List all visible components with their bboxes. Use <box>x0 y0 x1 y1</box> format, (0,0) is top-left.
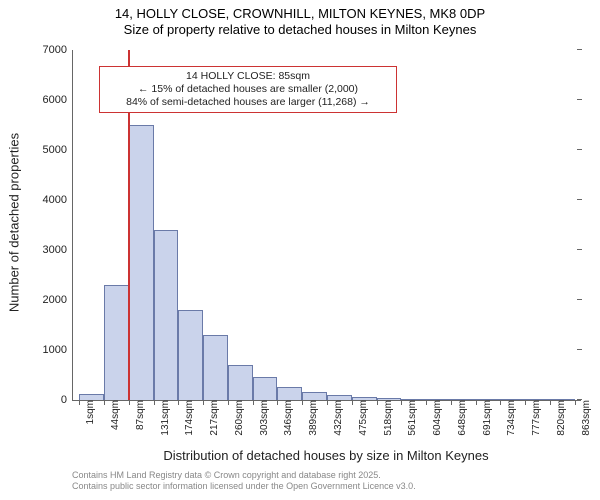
footnote: Contains HM Land Registry data © Crown c… <box>72 470 416 492</box>
x-tick-mark <box>377 400 378 405</box>
histogram-bar <box>203 335 228 400</box>
x-tick-mark <box>575 400 576 405</box>
x-tick-label: 518sqm <box>381 400 394 436</box>
x-tick-mark <box>302 400 303 405</box>
y-tick-mark <box>577 149 582 150</box>
histogram-bar <box>129 125 154 400</box>
x-tick-label: 777sqm <box>529 400 542 436</box>
footnote-line-1: Contains HM Land Registry data © Crown c… <box>72 470 416 481</box>
x-tick-label: 260sqm <box>232 400 245 436</box>
x-tick-mark <box>228 400 229 405</box>
chart-container: 14, HOLLY CLOSE, CROWNHILL, MILTON KEYNE… <box>0 0 600 500</box>
y-tick-label: 5000 <box>43 144 73 156</box>
x-tick-mark <box>178 400 179 405</box>
x-tick-mark <box>253 400 254 405</box>
histogram-bar <box>154 230 179 400</box>
x-tick-mark <box>550 400 551 405</box>
y-axis-label: Number of detached properties <box>7 123 22 323</box>
histogram-bar <box>277 387 302 400</box>
y-tick-label: 6000 <box>43 94 73 106</box>
x-tick-mark <box>426 400 427 405</box>
plot-area: 010002000300040005000600070001sqm44sqm87… <box>72 50 581 401</box>
x-tick-label: 131sqm <box>158 400 171 436</box>
x-tick-mark <box>525 400 526 405</box>
x-tick-mark <box>203 400 204 405</box>
x-tick-mark <box>451 400 452 405</box>
histogram-bar <box>104 285 129 400</box>
histogram-bar <box>228 365 253 400</box>
x-tick-label: 1sqm <box>83 400 96 424</box>
x-tick-label: 44sqm <box>108 400 121 430</box>
x-tick-label: 820sqm <box>554 400 567 436</box>
y-tick-label: 7000 <box>43 44 73 56</box>
footnote-line-2: Contains public sector information licen… <box>72 481 416 492</box>
y-tick-mark <box>577 349 582 350</box>
x-tick-label: 217sqm <box>207 400 220 436</box>
x-tick-mark <box>104 400 105 405</box>
x-tick-label: 691sqm <box>480 400 493 436</box>
y-tick-mark <box>577 249 582 250</box>
x-tick-label: 561sqm <box>405 400 418 436</box>
x-tick-label: 303sqm <box>257 400 270 436</box>
x-tick-mark <box>476 400 477 405</box>
x-tick-label: 604sqm <box>430 400 443 436</box>
x-tick-mark <box>401 400 402 405</box>
x-tick-mark <box>327 400 328 405</box>
x-tick-label: 648sqm <box>455 400 468 436</box>
title-line-1: 14, HOLLY CLOSE, CROWNHILL, MILTON KEYNE… <box>0 6 600 22</box>
y-tick-mark <box>577 199 582 200</box>
x-tick-label: 432sqm <box>331 400 344 436</box>
x-axis-label: Distribution of detached houses by size … <box>72 448 580 463</box>
x-tick-label: 346sqm <box>281 400 294 436</box>
x-tick-label: 734sqm <box>504 400 517 436</box>
x-tick-label: 475sqm <box>356 400 369 436</box>
y-tick-label: 1000 <box>43 344 73 356</box>
title-block: 14, HOLLY CLOSE, CROWNHILL, MILTON KEYNE… <box>0 0 600 37</box>
x-tick-label: 174sqm <box>182 400 195 436</box>
x-tick-mark <box>154 400 155 405</box>
y-tick-mark <box>577 49 582 50</box>
annotation-line: 84% of semi-detached houses are larger (… <box>106 96 390 109</box>
annotation-box: 14 HOLLY CLOSE: 85sqm← 15% of detached h… <box>99 66 397 113</box>
x-tick-mark <box>500 400 501 405</box>
x-tick-mark <box>277 400 278 405</box>
x-tick-mark <box>352 400 353 405</box>
y-tick-mark <box>577 99 582 100</box>
histogram-bar <box>302 392 327 401</box>
y-tick-label: 2000 <box>43 294 73 306</box>
y-tick-mark <box>577 299 582 300</box>
title-line-2: Size of property relative to detached ho… <box>0 22 600 38</box>
y-tick-label: 4000 <box>43 194 73 206</box>
y-tick-label: 3000 <box>43 244 73 256</box>
histogram-bar <box>178 310 203 400</box>
histogram-bar <box>253 377 278 400</box>
x-tick-label: 389sqm <box>306 400 319 436</box>
annotation-line: 14 HOLLY CLOSE: 85sqm <box>106 70 390 83</box>
annotation-line: ← 15% of detached houses are smaller (2,… <box>106 83 390 96</box>
x-tick-mark <box>129 400 130 405</box>
y-tick-label: 0 <box>61 394 73 406</box>
x-tick-mark <box>79 400 80 405</box>
x-tick-label: 87sqm <box>133 400 146 430</box>
x-tick-label: 863sqm <box>579 400 592 436</box>
